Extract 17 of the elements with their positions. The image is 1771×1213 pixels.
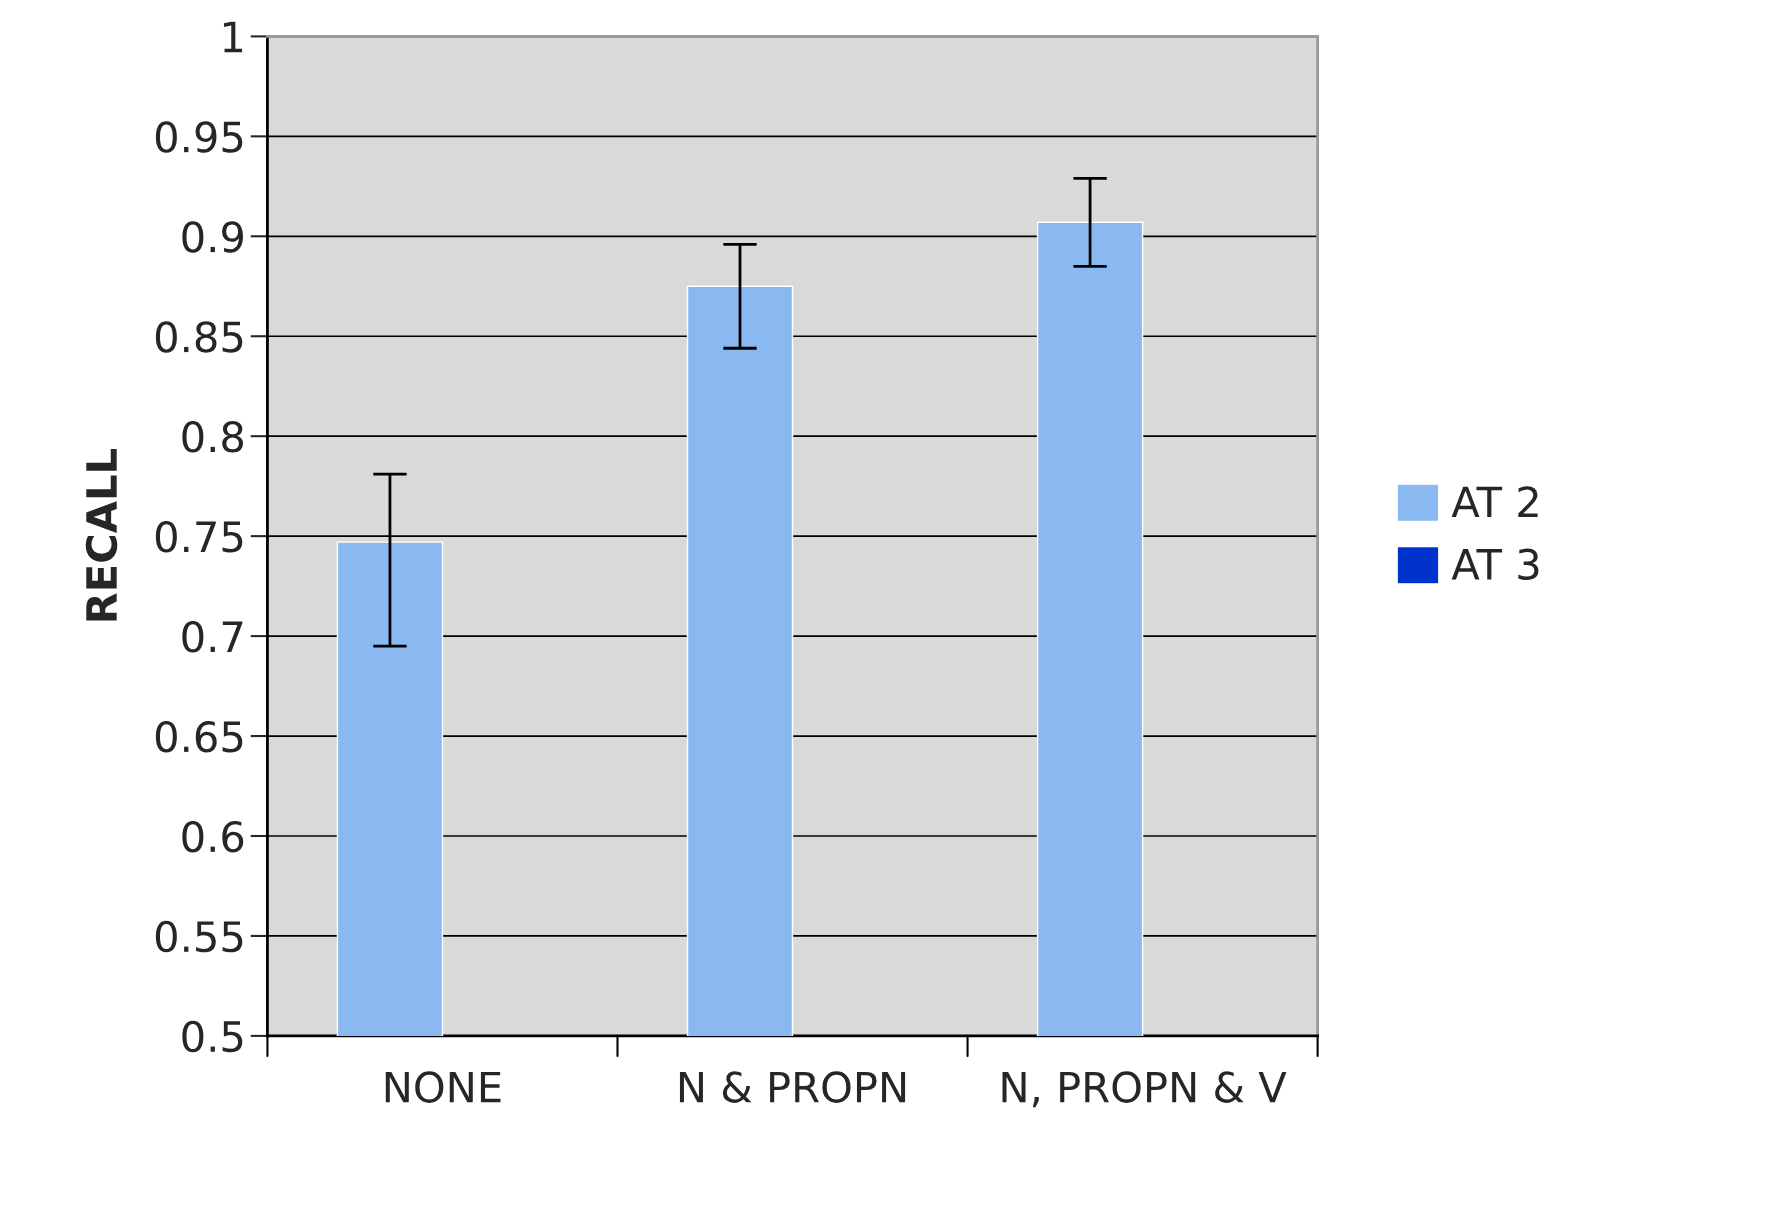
y-tick-label: 0.6 <box>182 820 244 853</box>
y-tick-label: 0.9 <box>182 221 243 253</box>
y-tick-label: 0.65 <box>155 720 243 753</box>
y-axis-title: RECALL <box>85 449 118 621</box>
y-tick-label: 0.85 <box>155 321 243 353</box>
x-tick-label: N, PROPN & V <box>1002 1071 1287 1108</box>
y-tick-label: 0.75 <box>155 521 243 553</box>
y-tick-label: 0.95 <box>155 121 243 153</box>
y-tick-label: 0.8 <box>182 421 244 453</box>
y-tick-label: 0.7 <box>182 621 243 653</box>
y-tick-label: 0.5 <box>182 1020 243 1053</box>
legend-label: AT 2 <box>1451 486 1538 518</box>
x-tick-label: NONE <box>385 1071 501 1103</box>
y-tick-label: 0.55 <box>155 920 243 953</box>
x-tick-label: N & PROPN <box>679 1071 906 1103</box>
y-tick-label: 1 <box>223 21 243 53</box>
legend-label: AT 3 <box>1451 548 1539 581</box>
